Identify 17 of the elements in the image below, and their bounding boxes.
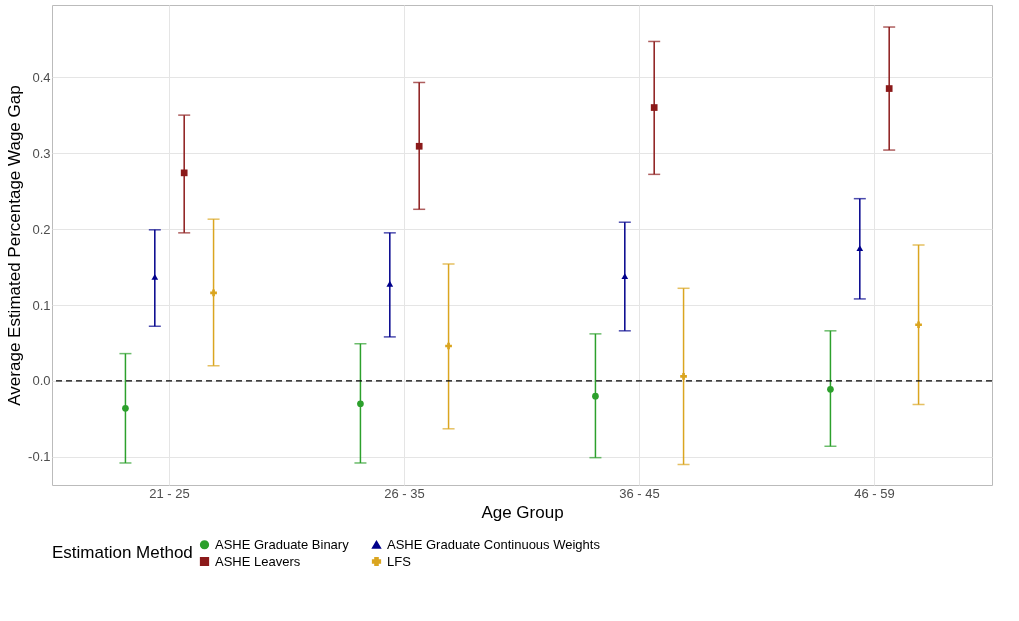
y-tick-label: 0.3 bbox=[32, 145, 51, 161]
y-tick-label: 0.0 bbox=[32, 373, 51, 389]
legend-label: ASHE Graduate Binary bbox=[215, 536, 350, 552]
x-tick-label: 46 - 59 bbox=[854, 485, 895, 501]
legend-label: ASHE Leavers bbox=[215, 553, 301, 569]
y-tick-label: 0.4 bbox=[32, 69, 51, 85]
y-axis-title: Average Estimated Percentage Wage Gap bbox=[5, 85, 25, 406]
x-tick-label: 36 - 45 bbox=[619, 485, 660, 501]
y-tick-label: 0.2 bbox=[32, 221, 51, 237]
legend-label: LFS bbox=[387, 553, 412, 569]
y-tick-label: 0.1 bbox=[32, 297, 51, 313]
x-tick-label: 26 - 35 bbox=[384, 485, 425, 501]
x-tick-label: 21 - 25 bbox=[149, 485, 190, 501]
legend-title: Estimation Method bbox=[52, 543, 193, 562]
y-tick-label: -0.1 bbox=[28, 449, 51, 465]
x-axis-title: Age Group bbox=[481, 502, 564, 522]
legend-label: ASHE Graduate Continuous Weights bbox=[387, 536, 601, 552]
